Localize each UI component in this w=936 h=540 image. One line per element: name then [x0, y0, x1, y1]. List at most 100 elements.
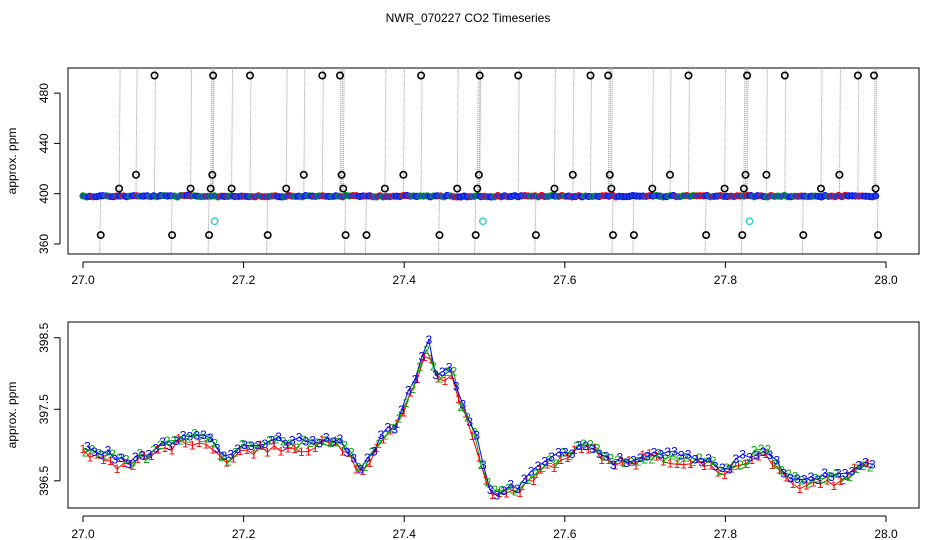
flagged-point [186, 184, 195, 193]
series-3-marker: 3 [453, 380, 460, 394]
series-2-marker: 2 [758, 442, 765, 456]
series-1-marker: 1 [557, 453, 564, 467]
flagged-point [873, 231, 882, 240]
series-3-marker: 3 [118, 451, 125, 465]
series-1-marker: 1 [312, 441, 319, 455]
x-tick-label: 27.6 [553, 273, 577, 287]
series-1-marker: 1 [496, 486, 503, 500]
series-3-marker: 3 [521, 472, 528, 486]
flagged-point [743, 71, 752, 80]
series-2-marker: 2 [457, 400, 464, 414]
x-tick-label: 27.2 [232, 273, 256, 287]
series-1-marker: 1 [114, 462, 121, 476]
series-1-marker: 1 [755, 449, 762, 463]
raw-spike [479, 67, 482, 197]
series-1-marker: 1 [817, 477, 824, 491]
raw-spike [438, 196, 441, 255]
series-2-marker: 2 [696, 451, 703, 465]
series-3-marker: 3 [480, 458, 487, 472]
chart-title: NWR_070227 CO2 Timeseries [386, 11, 551, 25]
series-2-marker: 2 [703, 455, 710, 469]
raw-spike [303, 67, 306, 197]
series-3-marker: 3 [344, 446, 351, 460]
series-1-marker: 1 [694, 452, 701, 466]
series-3-marker: 3 [296, 430, 303, 444]
y-tick-label: 398.5 [37, 322, 51, 352]
raw-spike [266, 196, 269, 255]
series-3-marker: 3 [350, 452, 357, 466]
series-3-marker: 3 [733, 452, 740, 466]
series-3-marker: 3 [391, 423, 398, 437]
series-3-marker: 3 [446, 361, 453, 375]
series-1-marker: 1 [858, 459, 865, 473]
series-2-marker: 2 [375, 437, 382, 451]
series-3-marker: 3 [419, 350, 426, 364]
series-3-marker: 3 [262, 437, 269, 451]
raw-spike [534, 196, 537, 255]
flagged-point [208, 170, 217, 179]
series-1-marker: 1 [612, 459, 619, 473]
series-2-marker: 2 [396, 411, 403, 425]
raw-spike [553, 67, 556, 197]
series-3-marker: 3 [439, 365, 446, 379]
series-3-marker: 3 [473, 429, 480, 443]
cyan-flagged-point [478, 217, 487, 226]
series-2-marker: 2 [737, 458, 744, 472]
series-3-marker: 3 [821, 466, 828, 480]
series-3-marker: 3 [337, 432, 344, 446]
series-2-marker: 2 [778, 464, 785, 478]
flagged-point [132, 170, 141, 179]
flagged-point [435, 231, 444, 240]
series-3-marker: 3 [309, 433, 316, 447]
flagged-point [869, 71, 878, 80]
series-3-marker: 3 [159, 435, 166, 449]
series-3-marker: 3 [248, 439, 255, 453]
series-1-marker: 1 [400, 406, 407, 420]
x-tick-label: 27.6 [553, 527, 577, 540]
series-3-marker: 3 [180, 429, 187, 443]
series-1-marker: 1 [237, 444, 244, 458]
series-1-marker: 1 [728, 462, 735, 476]
series-1-marker: 1 [598, 453, 605, 467]
series-3-marker: 3 [398, 403, 405, 417]
series-2-marker: 2 [833, 467, 840, 481]
series-2-marker: 2 [805, 476, 812, 490]
raw-spike [611, 196, 614, 255]
series-2-marker: 2 [266, 434, 273, 448]
series-3-marker: 3 [466, 415, 473, 429]
series-2-marker: 2 [307, 436, 314, 450]
series-1-marker: 1 [264, 445, 271, 459]
series-1-marker: 1 [769, 458, 776, 472]
series-2-marker: 2 [532, 467, 539, 481]
bottom-y-axis-label: approx. ppm [5, 382, 19, 449]
series-3-marker: 3 [255, 438, 262, 452]
series-3-marker: 3 [814, 473, 821, 487]
series-3-marker: 3 [603, 450, 610, 464]
series-3-marker: 3 [460, 398, 467, 412]
series-2-marker: 2 [560, 445, 567, 459]
raw-spike [420, 67, 423, 197]
series-1-marker: 1 [537, 463, 544, 477]
series-1-marker: 1 [673, 457, 680, 471]
series-2-marker: 2 [437, 371, 444, 385]
bottom-series-markers: 11 1 1 11 1 1 1 1 1 1 1 11 1 1 1 1 1 11 11 1 111 1 1 1 1 1 1 11 1 11 1… [80, 333, 876, 503]
series-2-marker: 2 [246, 439, 253, 453]
flagged-point [115, 184, 124, 193]
series-3-marker: 3 [828, 470, 835, 484]
series-3-marker: 3 [364, 451, 371, 465]
series-1-marker: 1 [776, 463, 783, 477]
series-2-marker: 2 [662, 452, 669, 466]
series-2-marker: 2 [218, 450, 225, 464]
flagged-point [282, 184, 291, 193]
series-2-marker: 2 [109, 447, 116, 461]
series-1-marker: 1 [735, 459, 742, 473]
raw-spike [402, 67, 405, 197]
series-1-marker: 1 [742, 457, 749, 471]
raw-spike [784, 67, 787, 197]
raw-spike [740, 196, 743, 255]
flagged-point [150, 71, 159, 80]
series-2-line [85, 348, 871, 493]
series-3-marker: 3 [200, 428, 207, 442]
series-3-marker: 3 [678, 449, 685, 463]
series-2-marker: 2 [171, 434, 178, 448]
